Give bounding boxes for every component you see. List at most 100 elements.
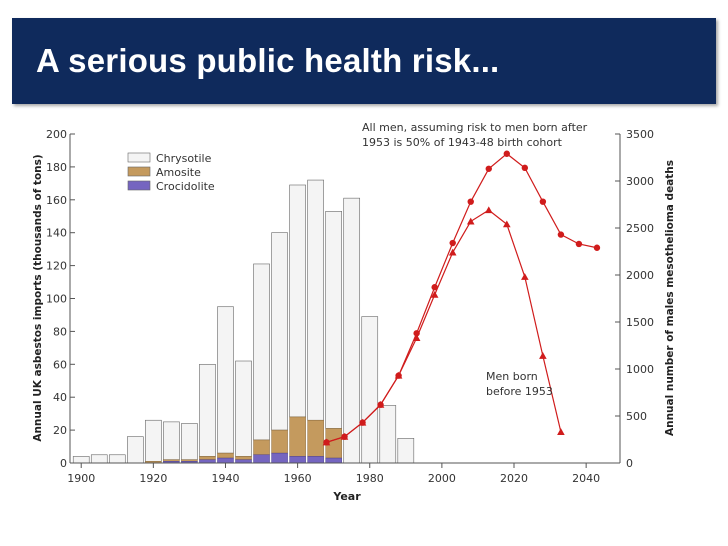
y-left-tick-label: 20 [53, 424, 67, 437]
point-all-men [539, 198, 547, 205]
bar-chrysotile [307, 179, 324, 421]
x-tick-label: 2040 [572, 472, 600, 485]
x-tick-label: 1960 [284, 472, 312, 485]
bar-chrysotile [90, 454, 108, 464]
y-right-tick-label: 1000 [626, 363, 654, 376]
y-left-tick-label: 100 [46, 293, 67, 306]
bar-chrysotile [163, 421, 180, 461]
point-men-born-before-1953 [466, 217, 475, 225]
y-left-tick-label: 60 [53, 358, 67, 371]
y-left-tick-label: 180 [46, 161, 67, 174]
legend-label: Amosite [156, 166, 201, 179]
bar-crocidolite [217, 457, 234, 464]
point-all-men [485, 165, 492, 172]
line-men-born-before-1953 [326, 209, 562, 443]
bar-chrysotile [235, 360, 252, 457]
point-men-born-before-1953 [557, 428, 565, 436]
point-men-born-before-1953 [394, 371, 403, 379]
bar-chrysotile [397, 438, 415, 464]
bar-crocidolite [253, 454, 270, 464]
y-left-tick-label: 0 [60, 457, 67, 470]
y-left-tick-label: 120 [46, 260, 67, 273]
y-right-tick-label: 3000 [626, 175, 654, 188]
point-men-born-before-1953 [430, 290, 439, 298]
legend-swatch [127, 152, 151, 163]
point-men-born-before-1953 [376, 400, 385, 408]
bar-chrysotile [199, 363, 216, 457]
bar-amosite [271, 429, 288, 454]
x-tick-label: 1940 [211, 472, 239, 485]
point-men-born-before-1953 [358, 418, 367, 426]
bar-crocidolite [307, 456, 324, 464]
point-men-born-before-1953 [503, 220, 511, 228]
annotation-all-men: All men, assuming risk to men born after [362, 121, 588, 134]
bar-amosite [235, 456, 252, 460]
bar-chrysotile [379, 405, 397, 464]
y-left-tick-label: 80 [53, 325, 67, 338]
annotation-men-born-before-1953: before 1953 [486, 385, 553, 398]
title-bar: A serious public health risk... [12, 18, 716, 104]
point-all-men [521, 164, 529, 172]
point-all-men [449, 239, 456, 247]
bar-chrysotile [289, 184, 306, 418]
bar-chrysotile [253, 263, 270, 441]
bar-amosite [289, 416, 306, 457]
point-men-born-before-1953 [322, 438, 331, 446]
legend-label: Chrysotile [156, 152, 212, 165]
bar-chrysotile [343, 197, 361, 464]
legend-label: Crocidolite [156, 180, 215, 193]
y-right-tick-label: 500 [626, 410, 647, 423]
y-right-tick-label: 1500 [626, 316, 654, 329]
x-axis-title: Year [332, 490, 361, 503]
bar-amosite [217, 452, 234, 459]
legend-swatch [127, 180, 151, 191]
annotation-all-men: 1953 is 50% of 1943-48 birth cohort [362, 136, 563, 149]
bar-chrysotile [127, 436, 144, 464]
point-men-born-before-1953 [448, 248, 457, 256]
point-men-born-before-1953 [539, 352, 547, 359]
point-men-born-before-1953 [340, 432, 349, 440]
annotation-men-born-before-1953: Men born [486, 370, 538, 383]
point-all-men [593, 244, 601, 251]
y-right-tick-label: 3500 [626, 128, 654, 141]
point-all-men [575, 240, 583, 248]
bar-amosite [307, 419, 324, 457]
y-right-axis-title: Annual number of males mesothelioma deat… [664, 160, 676, 436]
bar-chrysotile [271, 232, 288, 431]
point-men-born-before-1953 [521, 273, 529, 280]
bar-chrysotile [145, 419, 162, 462]
bar-crocidolite [271, 452, 288, 464]
y-left-tick-label: 40 [53, 391, 67, 404]
bar-crocidolite [289, 456, 306, 464]
bar-crocidolite [325, 457, 342, 464]
y-right-tick-label: 0 [626, 457, 633, 470]
point-men-born-before-1953 [484, 206, 493, 214]
x-tick-label: 2000 [428, 472, 456, 485]
bar-chrysotile [361, 316, 379, 464]
bar-chrysotile [325, 211, 342, 429]
y-right-tick-label: 2500 [626, 222, 654, 235]
x-tick-label: 1980 [356, 472, 384, 485]
bar-chrysotile [217, 306, 234, 454]
y-left-tick-label: 140 [46, 227, 67, 240]
y-left-tick-label: 160 [46, 194, 67, 207]
bar-amosite [253, 439, 270, 456]
bar-chrysotile [108, 454, 126, 464]
point-all-men [431, 284, 438, 291]
y-left-axis-title: Annual UK asbestos imports (thousands of… [32, 154, 44, 441]
y-right-tick-label: 2000 [626, 269, 654, 282]
point-all-men [557, 231, 565, 238]
point-all-men [503, 150, 510, 157]
bar-amosite [199, 456, 216, 460]
x-tick-label: 1900 [67, 472, 95, 485]
bar-chrysotile [181, 423, 198, 461]
bar-chrysotile [72, 456, 90, 464]
x-tick-label: 2020 [500, 472, 528, 485]
point-all-men [467, 198, 474, 205]
x-tick-label: 1920 [139, 472, 167, 485]
point-men-born-before-1953 [412, 334, 421, 342]
y-left-tick-label: 200 [46, 128, 67, 141]
legend-swatch [127, 166, 151, 177]
slide-title: A serious public health risk... [36, 42, 500, 79]
